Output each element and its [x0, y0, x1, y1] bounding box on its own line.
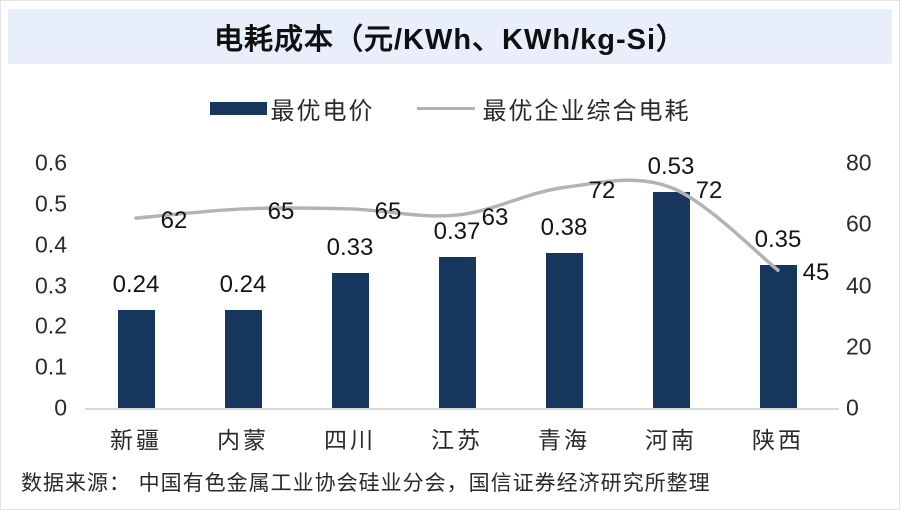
line-value-label: 72 [588, 176, 616, 204]
chart-title: 电耗成本（元/KWh、KWh/kg-Si） [213, 23, 687, 56]
left-axis-tick: 0.6 [35, 149, 67, 176]
category-label: 陕西 [752, 428, 804, 454]
bar [545, 252, 583, 408]
right-axis-tick: 20 [846, 333, 872, 360]
right-axis-tick: 60 [846, 210, 872, 237]
legend-item-bar: 最优电价 [209, 91, 375, 126]
legend-item-line: 最优企业综合电耗 [416, 91, 691, 126]
line-value-label: 62 [160, 207, 188, 235]
bar-value-label: 0.24 [112, 271, 160, 298]
line-series-swatch [416, 106, 475, 110]
right-axis-tick: 80 [846, 149, 872, 176]
line-value-label: 63 [481, 204, 509, 232]
bar [759, 265, 797, 408]
bar-value-label: 0.53 [647, 152, 695, 180]
line-value-label: 65 [374, 197, 402, 225]
bar-value-label: 0.35 [754, 226, 802, 254]
legend-bar-label: 最优电价 [270, 96, 375, 125]
bar [652, 191, 690, 408]
bar-value-label: 0.33 [326, 234, 374, 262]
bar-value-label: 0.24 [219, 271, 267, 298]
source-note: 数据来源： 中国有色金属工业协会硅业分会，国信证券经济研究所整理 [21, 471, 711, 495]
left-axis-tick: 0.1 [35, 353, 67, 380]
bar [117, 310, 155, 408]
category-label: 江苏 [431, 428, 483, 454]
left-axis-tick: 0 [54, 394, 67, 421]
bar [224, 310, 262, 408]
bar [438, 256, 476, 408]
category-label: 新疆 [110, 428, 162, 454]
bar-value-label: 0.37 [433, 217, 481, 245]
bar-value-label: 0.38 [540, 213, 588, 241]
legend-line-label: 最优企业综合电耗 [482, 96, 691, 125]
right-axis-tick: 40 [846, 272, 872, 298]
left-axis-tick: 0.5 [35, 190, 67, 217]
line-value-label: 72 [695, 176, 723, 204]
chart-title-band: 电耗成本（元/KWh、KWh/kg-Si） [8, 9, 892, 64]
category-label: 内蒙 [217, 428, 269, 454]
left-axis-tick: 0.3 [35, 272, 67, 298]
category-label: 四川 [324, 428, 376, 454]
x-axis-line [85, 408, 839, 410]
line-value-label: 65 [267, 197, 295, 225]
left-axis-tick: 0.2 [35, 312, 67, 339]
line-value-label: 45 [802, 259, 830, 287]
bar-series-swatch [209, 101, 267, 115]
left-axis-tick: 0.4 [35, 231, 67, 258]
legend: 最优电价 最优企业综合电耗 [1, 91, 899, 125]
right-axis-tick: 0 [846, 394, 859, 421]
bar [331, 273, 369, 408]
category-label: 青海 [538, 428, 590, 454]
category-label: 河南 [645, 428, 697, 454]
